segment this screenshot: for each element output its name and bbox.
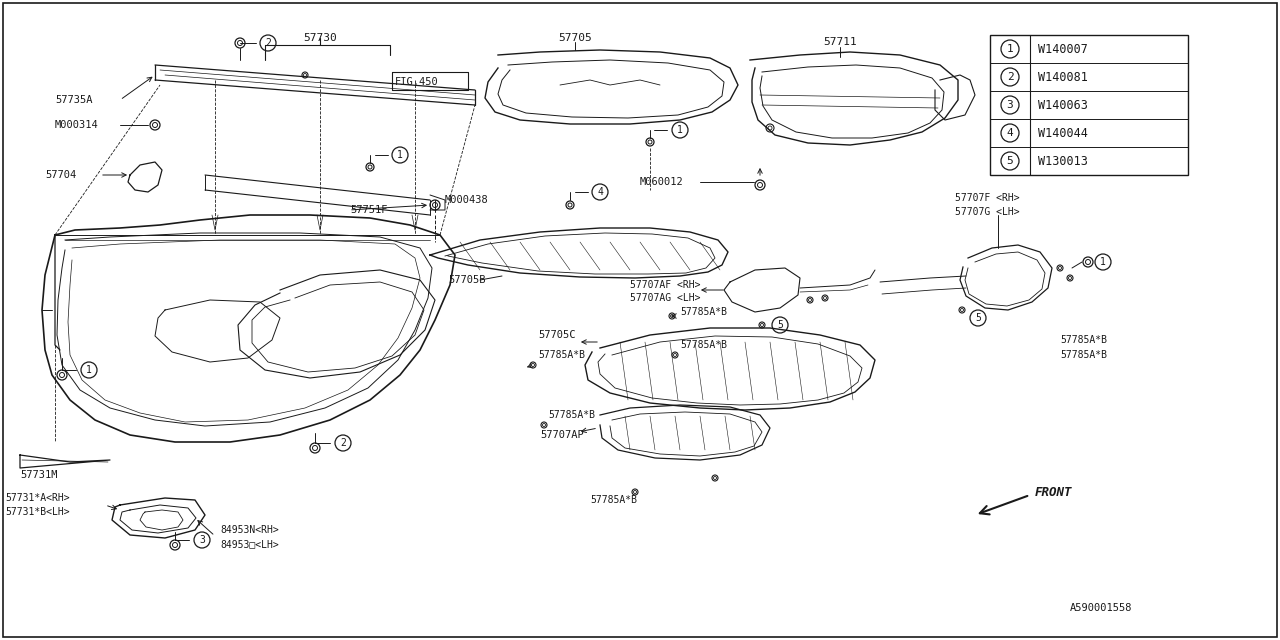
Circle shape	[430, 200, 440, 210]
Text: 4: 4	[1006, 128, 1014, 138]
Circle shape	[1057, 265, 1062, 271]
Circle shape	[759, 322, 765, 328]
Circle shape	[170, 540, 180, 550]
Text: W140063: W140063	[1038, 99, 1088, 111]
Circle shape	[672, 352, 678, 358]
Text: 57705C: 57705C	[538, 330, 576, 340]
Circle shape	[1068, 275, 1073, 281]
Text: 57707G <LH>: 57707G <LH>	[955, 207, 1020, 217]
Text: 2: 2	[265, 38, 271, 48]
Circle shape	[806, 297, 813, 303]
Text: W130013: W130013	[1038, 154, 1088, 168]
Circle shape	[822, 295, 828, 301]
Text: 57785A*B: 57785A*B	[590, 495, 637, 505]
Text: 4: 4	[596, 187, 603, 197]
Circle shape	[302, 72, 308, 78]
Circle shape	[58, 370, 67, 380]
Text: 1: 1	[1006, 44, 1014, 54]
Text: 84953□<LH>: 84953□<LH>	[220, 539, 279, 549]
Text: M000314: M000314	[55, 120, 99, 130]
Circle shape	[541, 422, 547, 428]
Text: 57705B: 57705B	[448, 275, 485, 285]
Text: 1: 1	[677, 125, 684, 135]
Text: 3: 3	[1006, 100, 1014, 110]
Text: 5: 5	[975, 313, 980, 323]
Circle shape	[765, 124, 774, 132]
Circle shape	[646, 138, 654, 146]
Text: 57730: 57730	[303, 33, 337, 43]
Circle shape	[530, 362, 536, 368]
Text: 57707AG <LH>: 57707AG <LH>	[630, 293, 700, 303]
Text: 3: 3	[200, 535, 205, 545]
Text: W140044: W140044	[1038, 127, 1088, 140]
Text: 57785A*B: 57785A*B	[548, 410, 595, 420]
Text: 57711: 57711	[823, 37, 856, 47]
Circle shape	[236, 38, 244, 48]
Text: 57707F <RH>: 57707F <RH>	[955, 193, 1020, 203]
Circle shape	[1083, 257, 1093, 267]
Text: 57751F: 57751F	[349, 205, 388, 215]
Text: 57707AF <RH>: 57707AF <RH>	[630, 280, 700, 290]
Bar	[989, 35, 1188, 175]
Text: 57731*B<LH>: 57731*B<LH>	[5, 507, 69, 517]
Text: 57785A*B: 57785A*B	[1060, 350, 1107, 360]
Text: 57707AP: 57707AP	[540, 430, 584, 440]
Circle shape	[150, 120, 160, 130]
Text: 57731M: 57731M	[20, 470, 58, 480]
Circle shape	[632, 489, 637, 495]
Text: 84953N<RH>: 84953N<RH>	[220, 525, 279, 535]
Text: 57705: 57705	[558, 33, 591, 43]
Text: W140007: W140007	[1038, 42, 1088, 56]
Text: 1: 1	[397, 150, 403, 160]
Text: FRONT: FRONT	[1036, 486, 1073, 499]
Text: A590001558: A590001558	[1070, 603, 1133, 613]
Circle shape	[712, 475, 718, 481]
Text: 2: 2	[340, 438, 346, 448]
Text: 2: 2	[1006, 72, 1014, 82]
Circle shape	[366, 163, 374, 171]
Text: 1: 1	[1100, 257, 1106, 267]
Circle shape	[566, 201, 573, 209]
Text: 5: 5	[777, 320, 783, 330]
Circle shape	[755, 180, 765, 190]
Text: 57785A*B: 57785A*B	[680, 307, 727, 317]
Text: FIG.450: FIG.450	[396, 77, 439, 87]
Text: 1: 1	[86, 365, 92, 375]
Circle shape	[310, 443, 320, 453]
Text: 5: 5	[1006, 156, 1014, 166]
Text: 57785A*B: 57785A*B	[680, 340, 727, 350]
Text: M000438: M000438	[445, 195, 489, 205]
Text: 57704: 57704	[45, 170, 77, 180]
Text: 57785A*B: 57785A*B	[538, 350, 585, 360]
Circle shape	[959, 307, 965, 313]
Circle shape	[669, 313, 675, 319]
Text: W140081: W140081	[1038, 70, 1088, 83]
Text: 57731*A<RH>: 57731*A<RH>	[5, 493, 69, 503]
Text: 57785A*B: 57785A*B	[1060, 335, 1107, 345]
Text: M060012: M060012	[640, 177, 684, 187]
Text: 57735A: 57735A	[55, 95, 92, 105]
